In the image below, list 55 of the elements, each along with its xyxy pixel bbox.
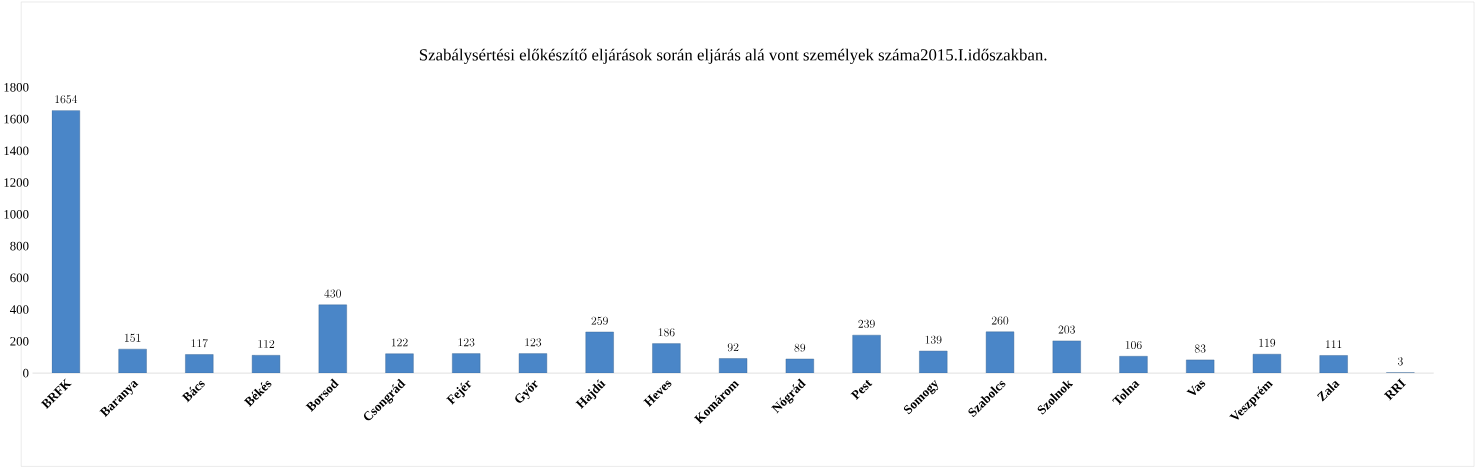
bar bbox=[1319, 355, 1348, 373]
y-tick-label: 1400 bbox=[4, 146, 29, 155]
data-label: 123 bbox=[458, 338, 475, 347]
y-tick-label: 1800 bbox=[4, 82, 29, 92]
data-label: 151 bbox=[124, 333, 141, 342]
y-tick-label: 0 bbox=[23, 368, 29, 378]
bar bbox=[185, 354, 214, 373]
data-label: 117 bbox=[191, 338, 208, 348]
data-label: 260 bbox=[991, 316, 1009, 325]
bar bbox=[652, 343, 681, 373]
bar bbox=[719, 358, 748, 373]
data-label: 186 bbox=[658, 328, 675, 337]
data-label: 92 bbox=[727, 342, 739, 352]
chart-title: Szabálysértési előkészítő eljárások során eljárás alá vont személyek száma2015.I.időszakban. bbox=[419, 48, 1047, 64]
x-tick-label: Zala bbox=[1317, 381, 1340, 402]
data-label: 123 bbox=[525, 338, 542, 347]
bar bbox=[118, 348, 147, 373]
data-label: 430 bbox=[324, 289, 341, 298]
y-tick-label: 600 bbox=[10, 273, 29, 282]
data-label: 3 bbox=[1397, 357, 1403, 366]
x-tick-label: Pest bbox=[850, 379, 873, 400]
data-label: 106 bbox=[1125, 340, 1142, 349]
bar bbox=[785, 358, 814, 373]
x-tick-label: Vas bbox=[1186, 380, 1206, 395]
data-label: 89 bbox=[794, 343, 806, 352]
bar bbox=[919, 350, 948, 373]
bar bbox=[385, 353, 414, 373]
data-label: 83 bbox=[1194, 344, 1206, 353]
bar bbox=[1252, 353, 1282, 373]
y-tick-label: 200 bbox=[10, 336, 29, 346]
bar bbox=[585, 331, 614, 373]
data-label: 111 bbox=[1326, 339, 1342, 348]
data-label: 239 bbox=[858, 319, 875, 328]
y-tick-label: 1200 bbox=[4, 178, 29, 187]
data-label: 1654 bbox=[55, 94, 78, 104]
data-label: 122 bbox=[391, 338, 408, 347]
bar bbox=[318, 304, 347, 373]
data-label: 139 bbox=[925, 335, 942, 344]
y-tick-label: 1600 bbox=[4, 114, 29, 124]
bar bbox=[985, 331, 1015, 373]
y-tick-label: 400 bbox=[9, 305, 29, 314]
bar bbox=[852, 334, 881, 373]
bar bbox=[518, 353, 548, 373]
bar bbox=[1052, 340, 1081, 373]
data-label: 203 bbox=[1058, 325, 1075, 334]
bar bbox=[1119, 355, 1148, 373]
data-label: 112 bbox=[258, 339, 275, 348]
bar bbox=[1186, 359, 1215, 373]
bar bbox=[251, 354, 281, 373]
bar bbox=[51, 110, 80, 373]
data-label: 119 bbox=[1259, 338, 1276, 347]
y-tick-label: 1000 bbox=[4, 209, 29, 219]
bar bbox=[452, 353, 481, 373]
y-tick-label: 800 bbox=[10, 241, 29, 251]
data-label: 259 bbox=[591, 316, 608, 325]
